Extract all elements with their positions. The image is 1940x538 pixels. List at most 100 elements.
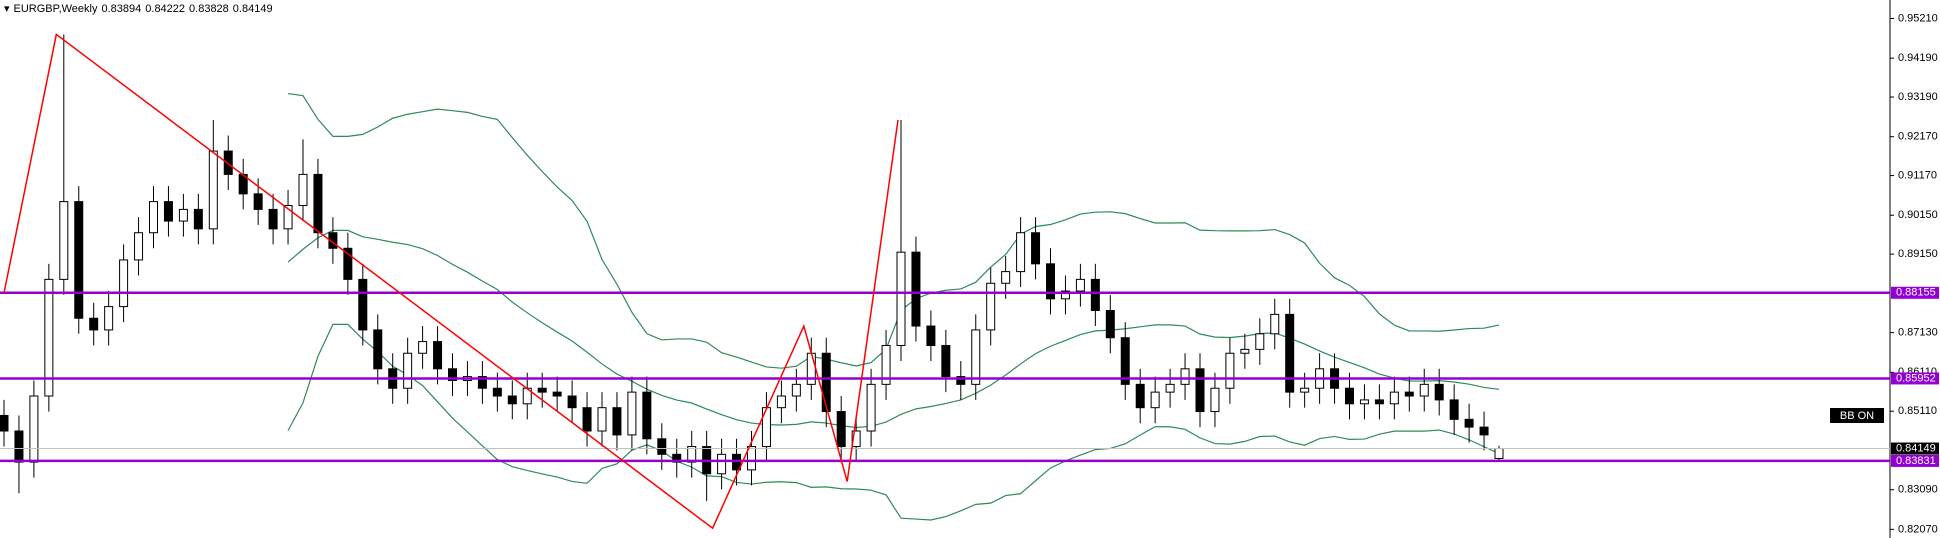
candle-body <box>1434 383 1444 401</box>
candle-body <box>134 232 144 261</box>
candle-body <box>597 407 607 432</box>
candle-body <box>74 201 84 319</box>
y-tick-label: 0.92170 <box>1898 131 1938 143</box>
candle-body <box>149 201 158 234</box>
candle-body <box>1359 399 1369 405</box>
candle-body <box>986 282 996 331</box>
candle-body <box>881 344 891 385</box>
candle-body <box>1419 383 1429 397</box>
symbol: EURGBP,Weekly <box>13 3 98 15</box>
y-tick-label: 0.85110 <box>1898 405 1937 417</box>
candle-body <box>1449 399 1459 420</box>
candle-body <box>193 208 203 230</box>
candle-body <box>328 232 338 249</box>
candle-body <box>971 329 981 385</box>
candle-body <box>612 407 622 436</box>
candle-body <box>14 430 24 463</box>
candle-body <box>1285 313 1295 393</box>
price-label-bg <box>1891 442 1939 455</box>
candle-body <box>448 368 457 381</box>
candle-body <box>492 387 502 397</box>
y-tick-label: 0.91170 <box>1898 169 1937 181</box>
candle-body <box>1031 232 1041 265</box>
candle-body <box>1165 383 1175 393</box>
candle-body <box>642 391 652 440</box>
candle-body <box>223 150 233 175</box>
candle-body <box>119 259 129 308</box>
y-tick-label: 0.83090 <box>1898 484 1938 496</box>
candle-body <box>851 430 861 448</box>
candle-body <box>1255 333 1265 350</box>
candle-body <box>1016 232 1026 273</box>
level-label-bg <box>1891 454 1939 467</box>
candle-body <box>1090 278 1100 311</box>
candle-body <box>1001 271 1011 284</box>
y-tick-label: 0.89150 <box>1898 248 1938 260</box>
candle-body <box>1046 263 1055 300</box>
candle-body <box>1479 426 1489 436</box>
candle-body <box>298 173 308 207</box>
candle-body <box>1135 383 1145 409</box>
candle-body <box>567 395 577 409</box>
candle-body <box>1105 309 1115 339</box>
candle-body <box>507 395 517 405</box>
candle-body <box>717 453 727 475</box>
candle-body <box>29 395 39 463</box>
y-tick-label: 0.90150 <box>1898 209 1938 221</box>
indicator-bg <box>1830 408 1884 423</box>
candle-body <box>926 325 936 346</box>
candle-body <box>283 205 293 230</box>
candle-body <box>941 344 951 378</box>
candle-body <box>911 251 921 327</box>
bollinger-band <box>287 92 1500 369</box>
candle-body <box>89 317 99 331</box>
high: 0.84222 <box>145 3 186 15</box>
indicator-label: BB ON <box>1840 410 1874 422</box>
candle-body <box>343 247 353 280</box>
candle-body <box>1464 418 1474 428</box>
candle-body <box>1180 368 1190 385</box>
candle-body <box>821 352 831 413</box>
candle-body <box>418 341 428 354</box>
candle-body <box>59 201 69 280</box>
candle-body <box>836 411 846 448</box>
candle-body <box>1120 337 1130 385</box>
candle-body <box>1060 290 1070 300</box>
candle-body <box>627 391 637 436</box>
low: 0.83828 <box>189 3 229 15</box>
candle-body <box>268 208 278 230</box>
candle-body <box>866 383 876 432</box>
candle-body <box>747 446 756 471</box>
level-label: 0.88155 <box>1896 287 1936 299</box>
candle-body <box>403 352 413 389</box>
candle-body <box>44 278 54 397</box>
candle-body <box>552 391 562 397</box>
y-tick-label: 0.93190 <box>1898 91 1938 103</box>
candle-body <box>208 150 218 230</box>
candle-body <box>313 173 323 234</box>
chart-header: ▾ EURGBP,Weekly 0.83894 0.84222 0.83828 0.841… <box>4 2 277 15</box>
candle-body <box>582 407 592 432</box>
candle-body <box>477 376 487 389</box>
candle-body <box>373 329 383 370</box>
collapse-arrow[interactable]: ▾ <box>4 3 10 15</box>
candle-body <box>776 395 786 409</box>
y-tick-label: 0.87130 <box>1898 327 1938 339</box>
candle-body <box>1270 313 1280 335</box>
candle-body <box>657 438 667 455</box>
candle-body <box>537 387 547 393</box>
candle-body <box>433 341 443 370</box>
candle-body <box>163 201 173 222</box>
candle-body <box>1195 368 1205 413</box>
close: 0.84149 <box>232 3 273 15</box>
level-label-bg <box>1891 286 1939 299</box>
candle-body <box>178 208 188 222</box>
candle-body <box>1225 352 1235 389</box>
price-label: 0.84149 <box>1896 442 1936 454</box>
y-tick-label: 0.94190 <box>1898 52 1938 64</box>
candle-body <box>253 193 263 210</box>
level-label-bg <box>1891 372 1939 385</box>
candle-body <box>0 414 9 432</box>
